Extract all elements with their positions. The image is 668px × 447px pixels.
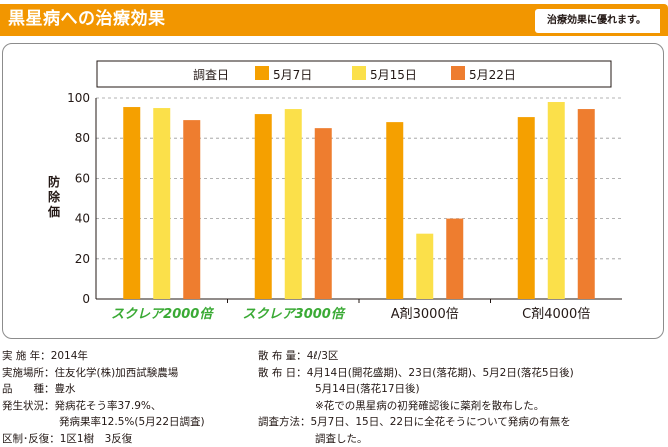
note-label: 実施場所： bbox=[2, 365, 55, 382]
legend-swatch bbox=[352, 66, 366, 80]
note-value: 2014年 bbox=[51, 348, 88, 365]
bar bbox=[386, 122, 403, 299]
note-row: 散 布 日：4月14日(開花盛期)、23日(落花期)、5月2日(落花5日後) bbox=[258, 365, 666, 382]
bar bbox=[285, 109, 302, 299]
note-row: 発生状況：発病花そう率37.9%、 bbox=[2, 398, 252, 415]
note-label: 散 布 日： bbox=[258, 365, 307, 382]
x-tick-label: スクレア3000倍 bbox=[243, 306, 346, 322]
y-tick-label: 40 bbox=[75, 212, 90, 226]
y-tick-label: 80 bbox=[75, 131, 90, 145]
note-row: 実 施 年：2014年 bbox=[2, 348, 252, 365]
bar-chart: 調査日 5月7日 5月15日 5月22日 0 20 40 60 80 100 防除価スクレア2000… bbox=[0, 0, 668, 340]
y-tick-label: 100 bbox=[67, 91, 90, 105]
note-value: 4ℓ/3区 bbox=[307, 348, 339, 365]
note-continuation: 発病果率12.5%(5月22日調査) bbox=[2, 414, 205, 431]
note-value: 豊水 bbox=[55, 381, 76, 398]
note-row: 品 種：豊水 bbox=[2, 381, 252, 398]
note-label: 発生状況： bbox=[2, 398, 55, 415]
note-continuation: ※花での黒星病の初発確認後に薬剤を散布した。 bbox=[258, 398, 544, 415]
y-axis-label: 価 bbox=[47, 204, 60, 219]
note-value: 発病花そう率37.9%、 bbox=[55, 398, 162, 415]
bar bbox=[548, 102, 565, 299]
legend-title: 調査日 bbox=[193, 68, 229, 82]
note-label: 調査方法： bbox=[258, 414, 311, 431]
bar bbox=[578, 109, 595, 299]
note-label: 実 施 年： bbox=[2, 348, 51, 365]
bar bbox=[416, 234, 433, 299]
legend-label: 5月22日 bbox=[469, 68, 516, 82]
bar bbox=[446, 219, 463, 299]
x-tick-label: C剤4000倍 bbox=[522, 306, 590, 322]
note-value: 5月7日、15日、22日に全花そうについて発病の有無を bbox=[311, 414, 571, 431]
y-axis-label: 防 bbox=[48, 174, 60, 189]
x-tick-label: スクレア2000倍 bbox=[111, 306, 214, 322]
note-row: ※花での黒星病の初発確認後に薬剤を散布した。 bbox=[258, 398, 666, 415]
bar bbox=[315, 128, 332, 299]
legend-label: 5月7日 bbox=[273, 68, 312, 82]
legend-swatch bbox=[451, 66, 465, 80]
notes-left: 実 施 年：2014年実施場所：住友化学(株)加西試験農場品 種：豊水発生状況：… bbox=[2, 348, 252, 447]
bar bbox=[183, 120, 200, 299]
legend-swatch bbox=[255, 66, 269, 80]
note-value: 4月14日(開花盛期)、23日(落花期)、5月2日(落花5日後) bbox=[307, 365, 574, 382]
note-row: 調査方法：5月7日、15日、22日に全花そうについて発病の有無を bbox=[258, 414, 666, 431]
bar bbox=[153, 108, 170, 299]
y-tick-label: 20 bbox=[75, 252, 90, 266]
note-value: 住友化学(株)加西試験農場 bbox=[55, 365, 179, 382]
bar bbox=[123, 107, 140, 299]
bar bbox=[255, 114, 272, 299]
note-row: 散 布 量：4ℓ/3区 bbox=[258, 348, 666, 365]
bar bbox=[518, 117, 535, 299]
note-label: 散 布 量： bbox=[258, 348, 307, 365]
notes-right: 散 布 量：4ℓ/3区散 布 日：4月14日(開花盛期)、23日(落花期)、5月… bbox=[258, 348, 666, 447]
note-row: 5月14日(落花17日後) bbox=[258, 381, 666, 398]
note-row: 実施場所：住友化学(株)加西試験農場 bbox=[2, 365, 252, 382]
y-tick-label: 60 bbox=[75, 171, 90, 185]
y-tick-label: 0 bbox=[82, 292, 90, 306]
x-tick-label: A剤3000倍 bbox=[391, 306, 459, 322]
y-axis-label: 除 bbox=[48, 189, 61, 204]
note-row: 発病果率12.5%(5月22日調査) bbox=[2, 414, 252, 431]
note-continuation: 5月14日(落花17日後) bbox=[258, 381, 420, 398]
note-label: 品 種： bbox=[2, 381, 55, 398]
legend-label: 5月15日 bbox=[370, 68, 417, 82]
